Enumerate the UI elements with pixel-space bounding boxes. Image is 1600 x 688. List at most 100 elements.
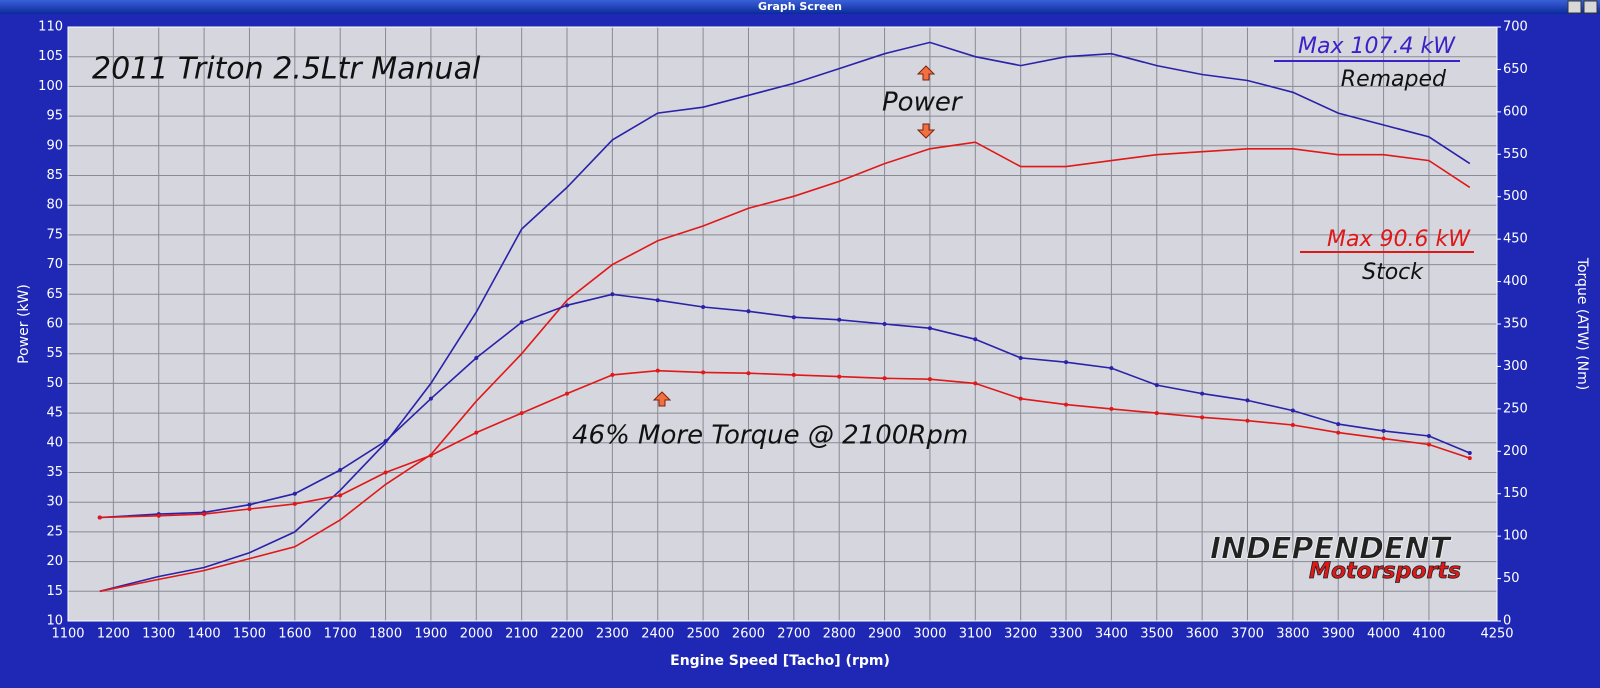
y2-tick-label: 100	[1503, 529, 1528, 544]
y2-tick-label: 300	[1503, 359, 1528, 374]
point	[746, 309, 751, 314]
plot-border	[67, 26, 1498, 622]
y-tick-label: 25	[46, 524, 63, 539]
point	[1336, 422, 1341, 427]
y-tick-label: 105	[38, 49, 63, 64]
y-tick-label: 30	[46, 495, 63, 510]
x-tick-label: 2500	[687, 627, 720, 642]
point	[655, 368, 660, 373]
y2-tick-label: 450	[1503, 232, 1528, 247]
restore-button[interactable]	[1567, 0, 1582, 14]
point	[927, 326, 932, 331]
point	[247, 502, 252, 507]
y2-tick-label: 700	[1503, 20, 1528, 35]
point	[610, 372, 615, 377]
point	[1109, 406, 1114, 411]
x-tick-label: 2700	[777, 627, 810, 642]
point	[1064, 360, 1069, 365]
title-bar	[0, 0, 1600, 14]
x-tick-label: 1600	[278, 627, 311, 642]
x-tick-label: 1800	[369, 627, 402, 642]
y-tick-label: 110	[38, 20, 63, 35]
y-tick-label: 40	[46, 435, 63, 450]
point	[837, 317, 842, 322]
annotation: Stock	[1362, 260, 1424, 285]
point	[1200, 415, 1205, 420]
point	[1426, 442, 1431, 447]
point	[1426, 434, 1431, 439]
x-tick-label: 1300	[142, 627, 175, 642]
point	[1018, 396, 1023, 401]
point	[1467, 450, 1472, 455]
point	[882, 322, 887, 326]
point	[1200, 391, 1205, 396]
series-line	[99, 141, 1471, 593]
point	[383, 439, 388, 444]
y-tick-label: 15	[46, 584, 63, 599]
y2-tick-label: 150	[1503, 486, 1528, 501]
x-tick-label: 2600	[732, 627, 765, 642]
x-tick-label: 2200	[550, 627, 583, 642]
point	[1245, 398, 1250, 403]
point	[247, 506, 252, 511]
point	[519, 320, 524, 325]
point	[701, 370, 706, 375]
y2-axis-title: Torque (ATW) (Nm)	[1574, 257, 1590, 390]
point	[428, 396, 433, 401]
x-tick-label: 2900	[868, 627, 901, 642]
point	[1064, 402, 1069, 407]
arrow	[652, 391, 672, 407]
x-tick-label: 3400	[1095, 627, 1128, 642]
point	[202, 512, 207, 517]
y-tick-label: 90	[46, 138, 63, 153]
x-tick-label: 3600	[1186, 627, 1219, 642]
y-tick-label: 95	[46, 109, 63, 124]
point	[837, 374, 842, 379]
point	[1245, 418, 1250, 423]
x-tick-label: 2800	[823, 627, 856, 642]
arrow	[916, 123, 936, 139]
chart-title: 2011 Triton 2.5Ltr Manual	[92, 52, 481, 87]
y-axis-title: Power (kW)	[16, 284, 32, 364]
x-tick-label: 3200	[1004, 627, 1037, 642]
x-tick-label: 3100	[959, 627, 992, 642]
point	[1290, 422, 1295, 427]
x-tick-label: 4250	[1480, 627, 1513, 642]
x-tick-label: 1200	[97, 627, 130, 642]
x-tick-label: 3700	[1231, 627, 1264, 642]
point	[97, 515, 102, 520]
y2-tick-label: 250	[1503, 401, 1528, 416]
y2-tick-label: 200	[1503, 444, 1528, 459]
y2-tick-label: 400	[1503, 274, 1528, 289]
point	[292, 501, 297, 506]
point	[655, 298, 660, 303]
x-tick-label: 2400	[641, 627, 674, 642]
series-line	[99, 41, 1471, 593]
point	[882, 376, 887, 381]
point	[1018, 355, 1023, 360]
x-tick-label: 2100	[505, 627, 538, 642]
y-tick-label: 50	[46, 376, 63, 391]
y-tick-label: 75	[46, 227, 63, 242]
x-tick-label: 4100	[1412, 627, 1445, 642]
point	[383, 470, 388, 475]
x-tick-label: 2300	[596, 627, 629, 642]
x-tick-label: 3000	[913, 627, 946, 642]
y-tick-label: 35	[46, 465, 63, 480]
y-tick-label: 70	[46, 257, 63, 272]
point	[927, 377, 932, 382]
point	[474, 430, 479, 435]
x-tick-label: 1100	[51, 627, 84, 642]
x-tick-label: 1900	[414, 627, 447, 642]
logo-text: Motorsports	[1309, 559, 1461, 584]
close-button[interactable]	[1583, 0, 1598, 14]
point	[610, 292, 615, 297]
point	[519, 411, 524, 416]
y-tick-label: 45	[46, 406, 63, 421]
x-tick-label: 1700	[324, 627, 357, 642]
y-tick-label: 60	[46, 317, 63, 332]
point	[338, 493, 343, 498]
annotation: Remaped	[1341, 67, 1447, 92]
y-tick-label: 55	[46, 346, 63, 361]
point	[1381, 436, 1386, 441]
